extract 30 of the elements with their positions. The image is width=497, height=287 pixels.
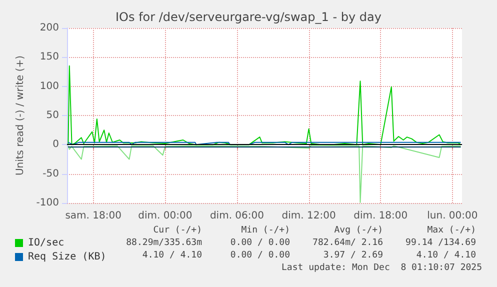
chart-title: IOs for /dev/serveurgare-vg/swap_1 - by day xyxy=(116,10,382,24)
y-axis-title: Units read (-) / write (+) xyxy=(14,55,26,176)
text: 4.10 / 4.10 xyxy=(416,250,476,260)
text: Cur (-/+) xyxy=(153,226,202,236)
y-tick-label: 150 xyxy=(40,52,59,63)
y-tick-label: 100 xyxy=(40,80,59,92)
x-tick-label: dim. 00:00 xyxy=(138,210,192,222)
text: 3.97 / 2.69 xyxy=(323,250,384,260)
x-tick-label: sam. 18:00 xyxy=(65,210,122,222)
legend-label: IO/sec xyxy=(28,238,64,248)
y-tick-label: -50 xyxy=(42,168,59,180)
y-tick-label: -100 xyxy=(36,198,59,208)
x-tick-label: dim. 06:00 xyxy=(210,210,264,222)
text: Last update: Mon Dec 8 01:10:07 2025 xyxy=(282,263,482,273)
y-tick-label: 200 xyxy=(40,22,59,34)
text: Min (-/+) xyxy=(241,226,290,236)
x-tick-label: dim. 12:00 xyxy=(282,210,336,222)
text: Avg (-/+) xyxy=(334,226,384,236)
x-tick-label: lun. 00:00 xyxy=(427,210,478,222)
text: 0.00 / 0.00 xyxy=(230,238,290,248)
legend-label: Req Size (KB) xyxy=(28,252,106,262)
x-tick-label: dim. 18:00 xyxy=(354,210,408,222)
text: 99.14 /134.69 xyxy=(406,238,476,248)
text: 782.64m/ 2.16 xyxy=(312,238,384,248)
text: 88.29m/335.63m xyxy=(126,238,202,248)
y-tick-label: 50 xyxy=(46,110,59,121)
y-tick-label: 0 xyxy=(52,139,59,150)
text: 4.10 / 4.10 xyxy=(142,250,202,260)
text: 0.00 / 0.00 xyxy=(230,250,290,260)
text: Max (-/+) xyxy=(427,226,476,236)
